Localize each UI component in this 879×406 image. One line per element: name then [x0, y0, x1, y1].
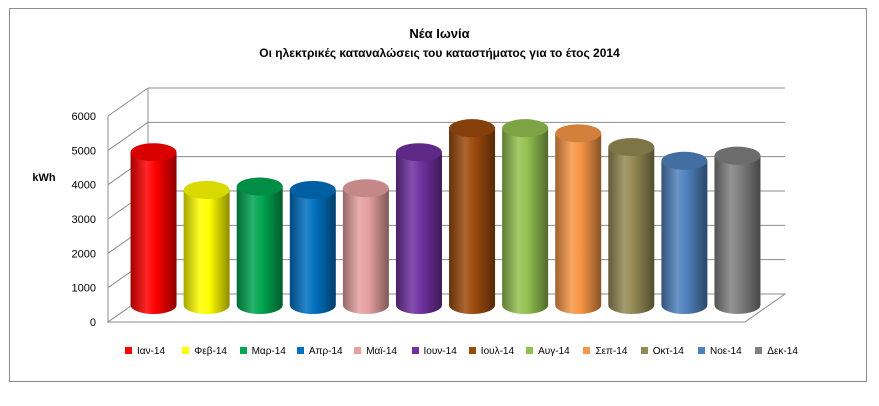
bar-top-Μαρ-14	[236, 177, 283, 196]
bar-Απρ-14	[289, 189, 336, 314]
bar-Ιουλ-14	[449, 128, 496, 314]
bar-Οκτ-14	[608, 147, 655, 314]
legend-label: Δεκ-14	[767, 346, 798, 357]
bar-top-Αυγ-14	[502, 119, 549, 138]
bar-Φεβ-14	[183, 189, 230, 314]
legend-label: Ιουλ-14	[480, 346, 515, 357]
legend-item: Απρ-14	[296, 346, 343, 357]
legend-label: Νοε-14	[710, 346, 742, 357]
bar-top-Μαϊ-14	[342, 179, 389, 198]
legend-item: Σεπ-14	[583, 346, 627, 357]
y-tick-label: 5000	[72, 145, 96, 157]
gridline-diagonal	[107, 87, 149, 117]
gridline-diagonal	[107, 121, 149, 151]
y-axis-label: kWh	[32, 172, 56, 184]
bar-Δεκ-14	[714, 155, 761, 314]
legend-item: Μαρ-14	[239, 346, 286, 357]
bar-Μαρ-14	[236, 186, 283, 314]
bar-Νοε-14	[661, 160, 708, 314]
legend-item: Ιαν-14	[125, 346, 165, 357]
legend-item: Οκτ-14	[640, 346, 684, 357]
y-tick-label: 6000	[72, 111, 96, 123]
bar-Μαϊ-14	[342, 188, 389, 314]
legend-item: Ιουν-14	[411, 346, 457, 357]
legend-item: Νοε-14	[698, 346, 742, 357]
bar-top-Οκτ-14	[608, 138, 655, 157]
legend-label: Φεβ-14	[194, 346, 227, 357]
legend-swatch	[354, 347, 362, 354]
legend-item: Ιουλ-14	[468, 346, 515, 357]
legend-label: Απρ-14	[308, 346, 343, 357]
legend-label: Αυγ-14	[538, 346, 570, 357]
legend-swatch	[526, 347, 534, 354]
legend-item: Δεκ-14	[755, 346, 798, 357]
legend-label: Σεπ-14	[595, 346, 628, 357]
legend-item: Μαϊ-14	[354, 346, 397, 357]
legend-swatch	[182, 347, 190, 354]
bar-top-Δεκ-14	[714, 146, 761, 165]
legend-swatch	[411, 347, 419, 354]
y-tick-label: 0	[90, 317, 96, 329]
legend-item: Φεβ-14	[182, 346, 227, 357]
legend-swatch	[698, 347, 705, 354]
legend-swatch	[640, 347, 648, 354]
legend-swatch	[583, 347, 591, 354]
legend-swatch	[755, 347, 763, 354]
legend-swatch	[239, 347, 247, 354]
bar-Σεπ-14	[555, 133, 602, 314]
y-tick-label: 4000	[72, 180, 96, 192]
bar-top-Ιαν-14	[130, 143, 177, 162]
legend-label: Ιαν-14	[137, 346, 166, 357]
legend-label: Ιουν-14	[423, 346, 457, 357]
y-tick-label: 2000	[72, 248, 96, 260]
bar-top-Σεπ-14	[555, 124, 602, 143]
y-tick-label: 3000	[72, 214, 96, 226]
bar-Αυγ-14	[502, 128, 549, 314]
bar-top-Ιουν-14	[395, 143, 442, 162]
legend-swatch	[296, 347, 304, 354]
bar-top-Ιουλ-14	[449, 119, 496, 138]
bar-top-Νοε-14	[661, 151, 708, 170]
legend-swatch	[468, 347, 476, 354]
bar-Ιαν-14	[130, 152, 177, 314]
bar-top-Απρ-14	[289, 180, 336, 199]
chart-subtitle: Οι ηλεκτρικές καταναλώσεις του καταστήμα…	[259, 46, 620, 60]
legend-item: Αυγ-14	[526, 346, 570, 357]
legend-label: Μαϊ-14	[366, 346, 397, 357]
legend-swatch	[125, 347, 132, 354]
chart-title: Νέα Ιωνία	[409, 26, 470, 41]
legend-label: Μαρ-14	[251, 346, 286, 357]
bar-Ιουν-14	[395, 152, 442, 314]
y-tick-label: 1000	[72, 283, 96, 295]
legend-label: Οκτ-14	[652, 346, 684, 357]
bar-top-Φεβ-14	[183, 180, 230, 199]
